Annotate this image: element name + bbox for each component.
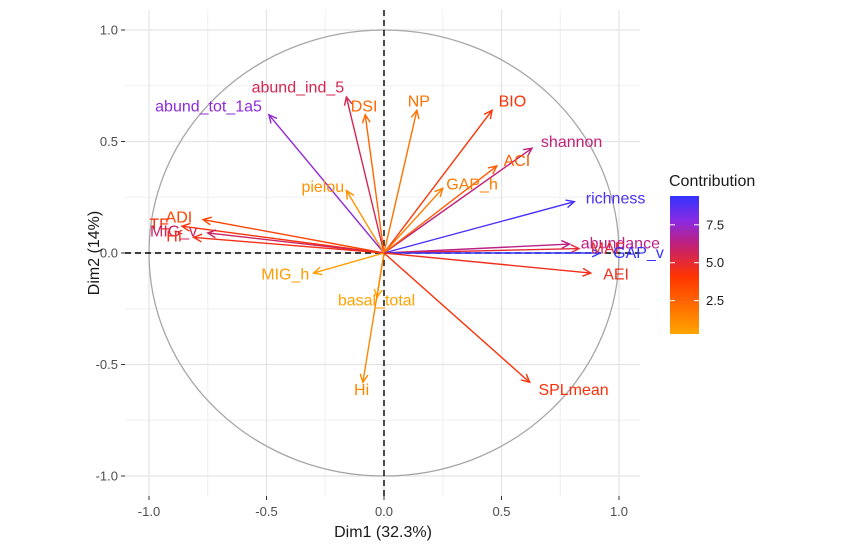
arrow-pielou xyxy=(345,189,385,254)
y-tick-label: 1.0 xyxy=(100,23,118,38)
arrow-abund-ind-5 xyxy=(343,95,385,254)
label-np: NP xyxy=(408,94,430,111)
legend: Contribution 7.5 5.0 2.5 xyxy=(669,173,755,334)
label-maf: MAF xyxy=(591,240,625,257)
y-tick-label: 0.0 xyxy=(100,246,118,261)
arrow-abundance xyxy=(383,239,572,254)
y-tick-label: -0.5 xyxy=(96,357,118,372)
label-gap-v: GAP_v xyxy=(613,245,664,262)
label-te: TE xyxy=(149,217,169,234)
arrow-mig-v xyxy=(206,229,385,254)
x-tick-label: 0.0 xyxy=(375,504,393,519)
x-tick-label: -0.5 xyxy=(255,504,277,519)
arrow-richness xyxy=(383,199,576,254)
arrow-abund-tot-1a5 xyxy=(267,113,385,254)
label-mig-h: MIG_h xyxy=(261,266,309,283)
label-dsi: DSI xyxy=(351,98,378,115)
legend-tick-label: 5.0 xyxy=(706,255,724,270)
y-axis-title: Dim2 (14%) xyxy=(86,211,103,295)
x-tick-label: 0.5 xyxy=(492,504,510,519)
label-abund-ind-5: abund_ind_5 xyxy=(252,80,345,97)
legend-tick-label: 2.5 xyxy=(706,293,724,308)
label-hf: Hf xyxy=(166,228,183,245)
y-tick-label: 0.5 xyxy=(100,134,118,149)
arrow-shannon xyxy=(383,147,534,254)
label-aei: AEI xyxy=(603,266,629,283)
arrow-mig-h xyxy=(311,252,385,276)
arrow-bio xyxy=(383,108,494,254)
label-aci: ACI xyxy=(504,153,531,170)
arrow-hf xyxy=(192,233,385,254)
x-axis-ticks: -1.0 -0.5 0.0 0.5 1.0 xyxy=(138,496,628,519)
label-splmean: SPLmean xyxy=(538,382,608,399)
legend-ticks: 7.5 5.0 2.5 xyxy=(670,217,724,308)
y-tick-label: -1.0 xyxy=(96,469,118,484)
label-mig-v: MIG_v xyxy=(150,224,197,241)
label-pielou: pielou xyxy=(301,179,344,196)
label-abund-tot-1a5: abund_tot_1a5 xyxy=(155,98,262,115)
arrow-splmean xyxy=(383,252,531,384)
label-hi: Hi xyxy=(354,382,369,399)
label-shannon: shannon xyxy=(541,134,602,151)
label-richness: richness xyxy=(586,191,646,208)
arrow-aci xyxy=(383,165,499,254)
arrow-np xyxy=(383,108,420,254)
arrow-maf xyxy=(383,244,581,254)
variable-arrows xyxy=(180,95,602,384)
arrow-hi xyxy=(359,252,385,384)
legend-colorbar xyxy=(670,196,699,334)
arrow-dsi xyxy=(361,113,385,254)
x-axis-title: Dim1 (32.3%) xyxy=(334,524,432,541)
arrow-gap-h xyxy=(383,187,444,254)
legend-title: Contribution xyxy=(669,173,755,190)
label-abundance: abundance xyxy=(581,236,660,253)
label-adi: ADI xyxy=(166,210,193,227)
x-tick-label: 1.0 xyxy=(610,504,628,519)
y-axis-ticks: -1.0 -0.5 0.0 0.5 1.0 xyxy=(96,23,125,484)
label-gap-h: GAP_h xyxy=(446,176,498,193)
arrow-adi xyxy=(201,216,385,254)
label-bio: BIO xyxy=(499,94,527,111)
arrow-gap-v xyxy=(384,248,602,258)
legend-tick-label: 7.5 xyxy=(706,217,724,232)
label-basal-total: basal_total xyxy=(338,292,415,309)
arrow-aei xyxy=(383,252,593,277)
x-tick-label: -1.0 xyxy=(138,504,160,519)
